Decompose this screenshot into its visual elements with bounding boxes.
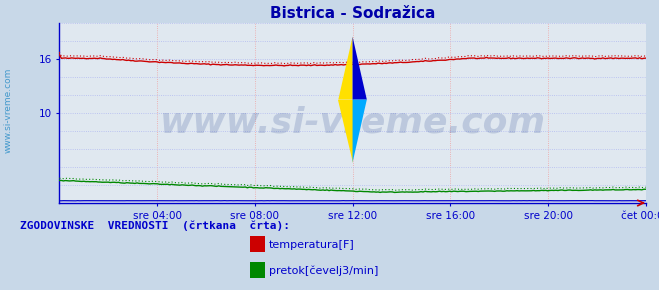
Text: www.si-vreme.com: www.si-vreme.com — [3, 68, 13, 153]
Polygon shape — [353, 37, 367, 100]
Text: pretok[čevelj3/min]: pretok[čevelj3/min] — [269, 266, 378, 276]
Text: www.si-vreme.com: www.si-vreme.com — [159, 105, 546, 139]
Polygon shape — [338, 37, 353, 100]
Polygon shape — [353, 100, 367, 162]
Polygon shape — [338, 100, 353, 162]
Title: Bistrica - Sodražica: Bistrica - Sodražica — [270, 6, 435, 21]
Text: temperatura[F]: temperatura[F] — [269, 240, 355, 250]
Text: ZGODOVINSKE  VREDNOSTI  (črtkana  črta):: ZGODOVINSKE VREDNOSTI (črtkana črta): — [20, 221, 290, 231]
